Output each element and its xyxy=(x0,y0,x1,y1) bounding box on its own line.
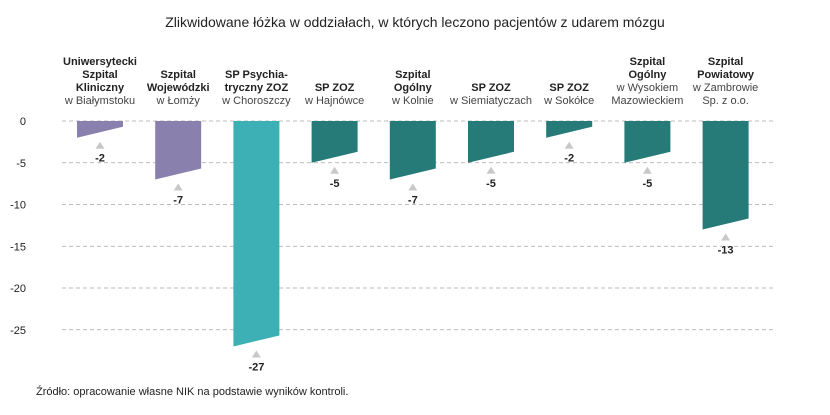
category-label: w Kolnie xyxy=(391,95,434,107)
value-label: -13 xyxy=(718,245,734,257)
bar xyxy=(77,121,123,138)
category-label: w Choroszczy xyxy=(221,95,291,107)
y-axis-ticks: 0 -5 -10 -15 -20 -25 xyxy=(10,116,26,337)
category-label: w Łomży xyxy=(155,95,200,107)
value-label: -2 xyxy=(564,153,574,165)
value-label: -7 xyxy=(173,194,183,206)
category-label: Uniwersytecki xyxy=(63,56,137,68)
value-label: -2 xyxy=(95,153,105,165)
value-marker xyxy=(408,183,418,191)
bar xyxy=(389,121,436,180)
value-label: -5 xyxy=(486,178,496,190)
category-label: Ogólny xyxy=(394,82,433,94)
bar xyxy=(546,121,593,138)
bar xyxy=(624,121,671,163)
bar xyxy=(155,121,202,180)
y-tick-label: -20 xyxy=(10,283,26,295)
category-label: w Zambrowie xyxy=(692,82,758,94)
chart-title: Zlikwidowane łóżka w oddziałach, w który… xyxy=(165,14,665,30)
y-tick-label: -15 xyxy=(10,241,26,253)
bar xyxy=(468,121,514,163)
value-marker xyxy=(173,183,183,191)
value-marker xyxy=(330,166,340,174)
category-label: w Białymstoku xyxy=(64,95,135,107)
category-label: Ogólny xyxy=(628,69,667,81)
category-label: Wojewódzki xyxy=(147,82,210,94)
category-label: w Sokółce xyxy=(543,95,594,107)
category-label: w Wysokiem xyxy=(616,82,679,94)
y-tick-label: -25 xyxy=(10,325,26,337)
bars xyxy=(77,121,749,347)
category-label: Szpital xyxy=(630,56,665,68)
source-note: Źródło: opracowanie własne NIK na podsta… xyxy=(36,386,349,398)
y-tick-label: -10 xyxy=(10,200,26,212)
value-label: -5 xyxy=(643,178,653,190)
bar xyxy=(311,121,358,163)
category-label: Szpital xyxy=(708,56,743,68)
value-marker xyxy=(642,166,652,174)
category-label: w Siemiatyczach xyxy=(449,95,532,107)
category-label: SP Psychia- xyxy=(225,69,288,81)
category-label: SP ZOZ xyxy=(471,82,511,94)
value-marker xyxy=(251,350,261,358)
category-label: Szpital xyxy=(160,69,195,81)
value-marker xyxy=(564,141,574,149)
bar xyxy=(702,121,749,230)
value-marker xyxy=(721,233,731,241)
bar xyxy=(233,121,280,347)
category-label: tryczny ZOZ xyxy=(225,82,289,94)
category-label: Mazowieckiem xyxy=(611,95,683,107)
value-labels: -2 -7 -27 -5 -7 -5 -2 -5 -13 xyxy=(95,141,734,373)
category-label: Szpital xyxy=(82,69,117,81)
value-marker xyxy=(95,141,105,149)
category-label: w Hajnówce xyxy=(304,95,364,107)
category-label: Kliniczny xyxy=(76,82,125,94)
value-label: -27 xyxy=(248,361,264,373)
category-label: Szpital xyxy=(395,69,430,81)
category-label: Sp. z o.o. xyxy=(702,95,748,107)
value-label: -5 xyxy=(330,178,340,190)
y-tick-label: -5 xyxy=(16,158,26,170)
category-label: SP ZOZ xyxy=(549,82,589,94)
category-label: Powiatowy xyxy=(697,69,755,81)
value-marker xyxy=(486,166,496,174)
y-tick-label: 0 xyxy=(20,116,26,128)
value-label: -7 xyxy=(408,194,418,206)
category-label: SP ZOZ xyxy=(315,82,355,94)
